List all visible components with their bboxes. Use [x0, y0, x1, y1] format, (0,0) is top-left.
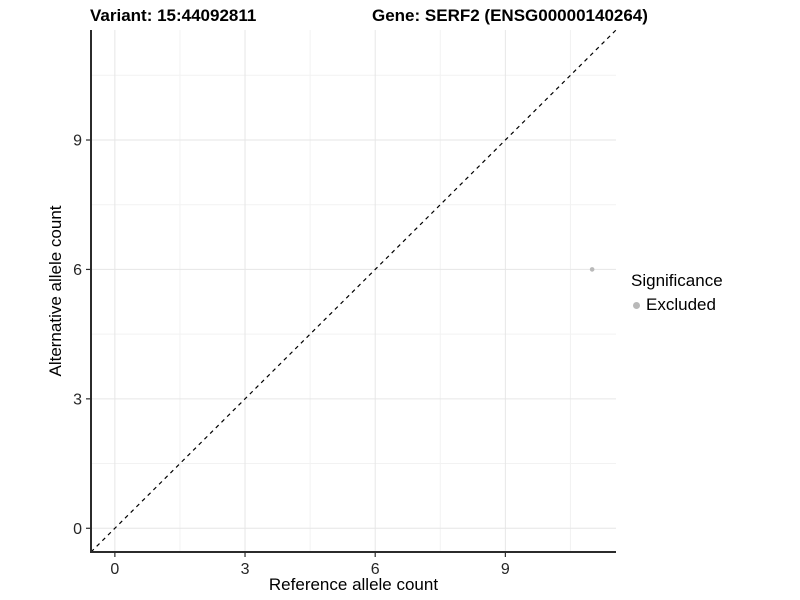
- legend-item-excluded: Excluded: [630, 295, 723, 315]
- x-tick-label: 3: [241, 561, 250, 578]
- data-point: [589, 267, 595, 272]
- legend-title: Significance: [631, 271, 723, 290]
- x-tick-label: 0: [110, 561, 119, 578]
- plot-title-gene: Gene: SERF2 (ENSG00000140264): [372, 6, 648, 25]
- y-tick-label: 0: [73, 521, 82, 538]
- y-tick-label: 6: [73, 262, 82, 279]
- y-tick-label: 3: [73, 391, 82, 408]
- identity-dashed-line: [90, 29, 617, 553]
- legend-item-label: Excluded: [646, 295, 716, 314]
- plot-title-variant: Variant: 15:44092811: [90, 6, 257, 25]
- y-tick-label: 9: [73, 133, 82, 150]
- x-axis-title: Reference allele count: [268, 575, 439, 594]
- x-tick-label: 9: [501, 561, 510, 578]
- legend-point-icon: [633, 301, 640, 309]
- legend: Significance Excluded: [630, 271, 723, 315]
- y-axis-title: Alternative allele count: [46, 205, 65, 377]
- x-tick-label: 6: [371, 561, 380, 578]
